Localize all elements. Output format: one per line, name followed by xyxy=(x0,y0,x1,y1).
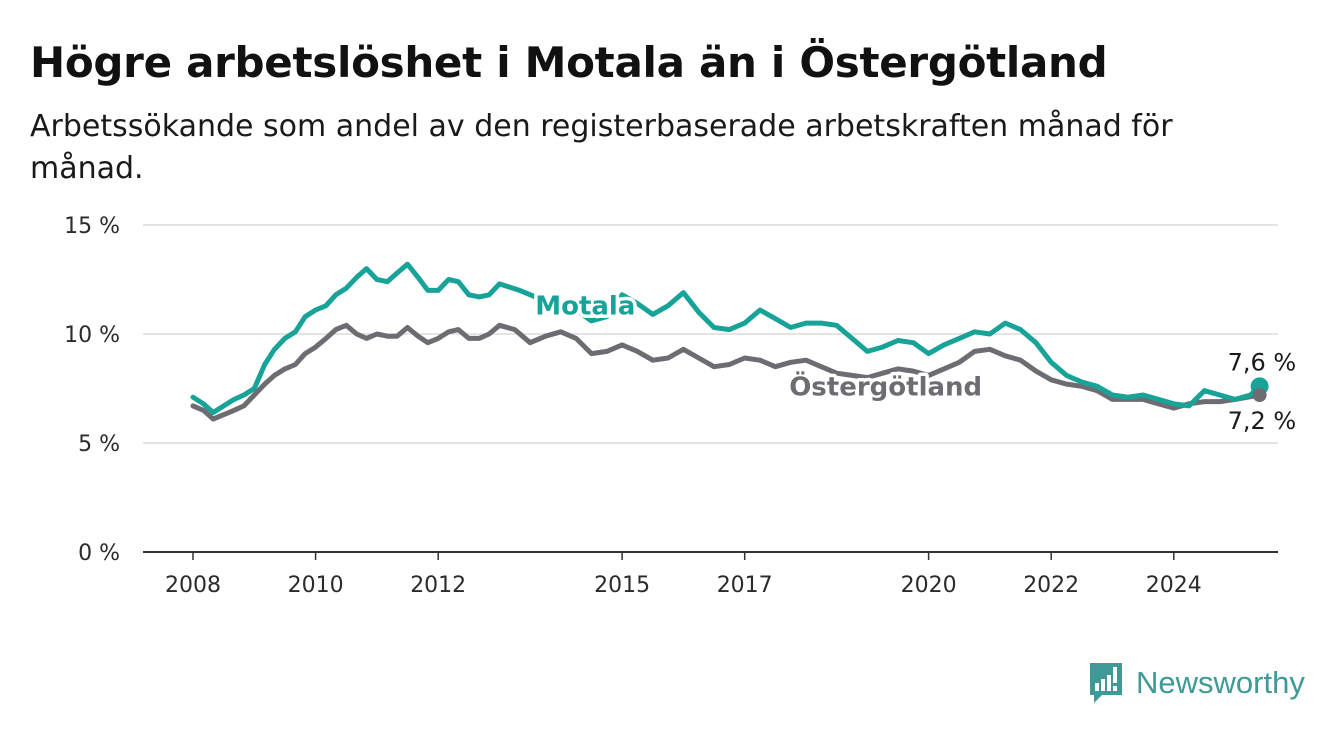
x-axis: 2008 2010 2012 2015 2017 2020 2022 2024 xyxy=(165,552,1202,598)
chart-subtitle: Arbetssökande som andel av den registerb… xyxy=(30,109,1173,186)
y-tick-label: 0 % xyxy=(78,541,120,566)
ostergotland-end-point xyxy=(1252,388,1267,403)
chart-title: Högre arbetslöshet i Motala än i Östergö… xyxy=(30,38,1108,87)
x-tick-label: 2020 xyxy=(901,573,957,598)
motala-end-value: 7,6 % xyxy=(1228,348,1297,376)
x-tick-label: 2017 xyxy=(717,573,773,598)
series-lines xyxy=(190,261,1263,422)
x-tick-label: 2008 xyxy=(165,573,221,598)
x-tick-label: 2012 xyxy=(410,573,466,598)
x-tick-label: 2015 xyxy=(594,573,650,598)
x-tick-label: 2022 xyxy=(1023,573,1079,598)
brand-name: Newsworthy xyxy=(1136,665,1305,700)
newsworthy-chart-icon xyxy=(1090,663,1122,703)
grid-lines xyxy=(143,224,1278,553)
ostergotland-series-label: Östergötland xyxy=(789,369,982,402)
series-line-motala xyxy=(190,261,1263,415)
y-tick-label: 10 % xyxy=(64,323,120,348)
y-tick-label: 5 % xyxy=(78,432,120,457)
y-axis: 0 % 5 % 10 % 15 % xyxy=(64,214,120,566)
series-labels: 7,6 % 7,2 % Motala Östergötland xyxy=(532,288,1297,435)
newsworthy-logo: Newsworthy xyxy=(1088,660,1305,706)
x-tick-label: 2024 xyxy=(1146,573,1202,598)
series-line-ostergotland xyxy=(190,322,1263,422)
motala-series-label: Motala xyxy=(535,292,635,322)
y-tick-label: 15 % xyxy=(64,214,120,239)
ostergotland-end-value: 7,2 % xyxy=(1228,407,1297,435)
x-tick-label: 2010 xyxy=(288,573,344,598)
line-chart: 0 %5 %10 %15 % 2008 2010 2012 2015 2017 2020 2… xyxy=(64,214,1297,598)
